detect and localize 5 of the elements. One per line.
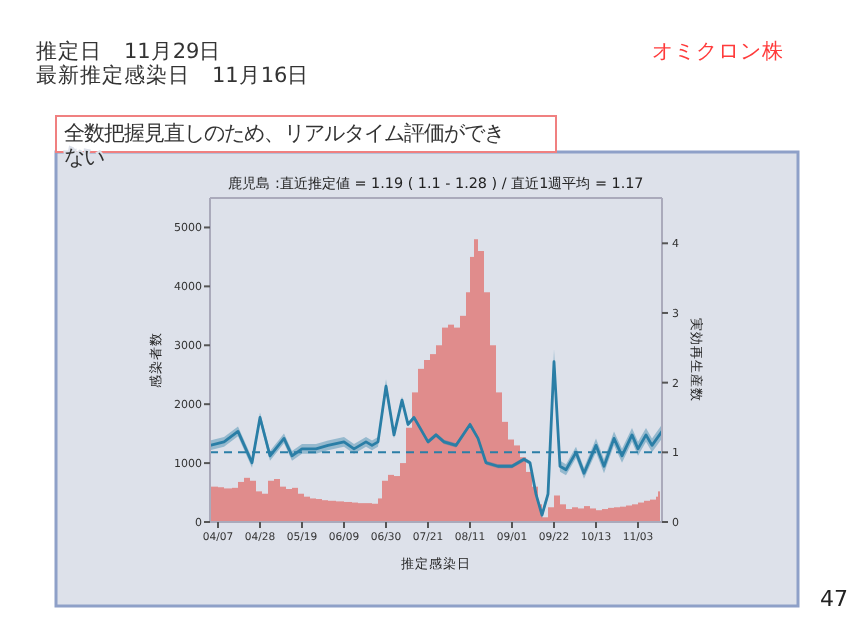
text: 47 — [820, 586, 848, 612]
text: オミクロン株 — [652, 38, 784, 64]
text: 推定日 11月29日 — [36, 38, 222, 64]
text: 全数把握見直しのため、リアルタイム評価ができない — [64, 122, 504, 170]
text: 最新推定感染日 11月16日 — [36, 62, 310, 88]
